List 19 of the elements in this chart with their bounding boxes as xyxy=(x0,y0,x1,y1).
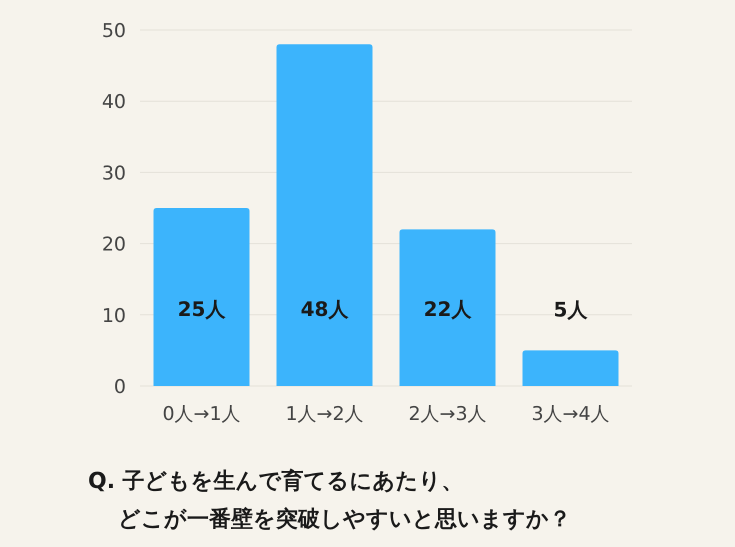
y-tick-label: 30 xyxy=(102,162,126,184)
y-tick-label: 10 xyxy=(102,304,126,327)
text: Q. 子どもを生んで育てるにあたり、どこが一番壁を突破しやすいと思いますか？ xyxy=(88,468,571,532)
x-tick-label: 2人→3人 xyxy=(408,403,487,425)
y-tick-label: 50 xyxy=(102,20,126,42)
y-tick-label: 20 xyxy=(102,234,126,256)
data-label: 22人 xyxy=(424,297,472,321)
data-label: 5人 xyxy=(554,297,588,322)
bar xyxy=(276,44,372,386)
data-label: 25人 xyxy=(178,297,226,321)
y-tick-label: 0 xyxy=(114,376,126,398)
bar xyxy=(400,229,496,386)
x-tick-label: 3人→4人 xyxy=(531,403,610,425)
data-label: 48人 xyxy=(300,297,350,321)
x-tick-label: 0人→1人 xyxy=(162,403,241,425)
x-tick-label: 1人→2人 xyxy=(285,403,364,425)
bar xyxy=(154,208,250,386)
y-tick-label: 40 xyxy=(102,91,126,114)
bar xyxy=(522,350,618,386)
